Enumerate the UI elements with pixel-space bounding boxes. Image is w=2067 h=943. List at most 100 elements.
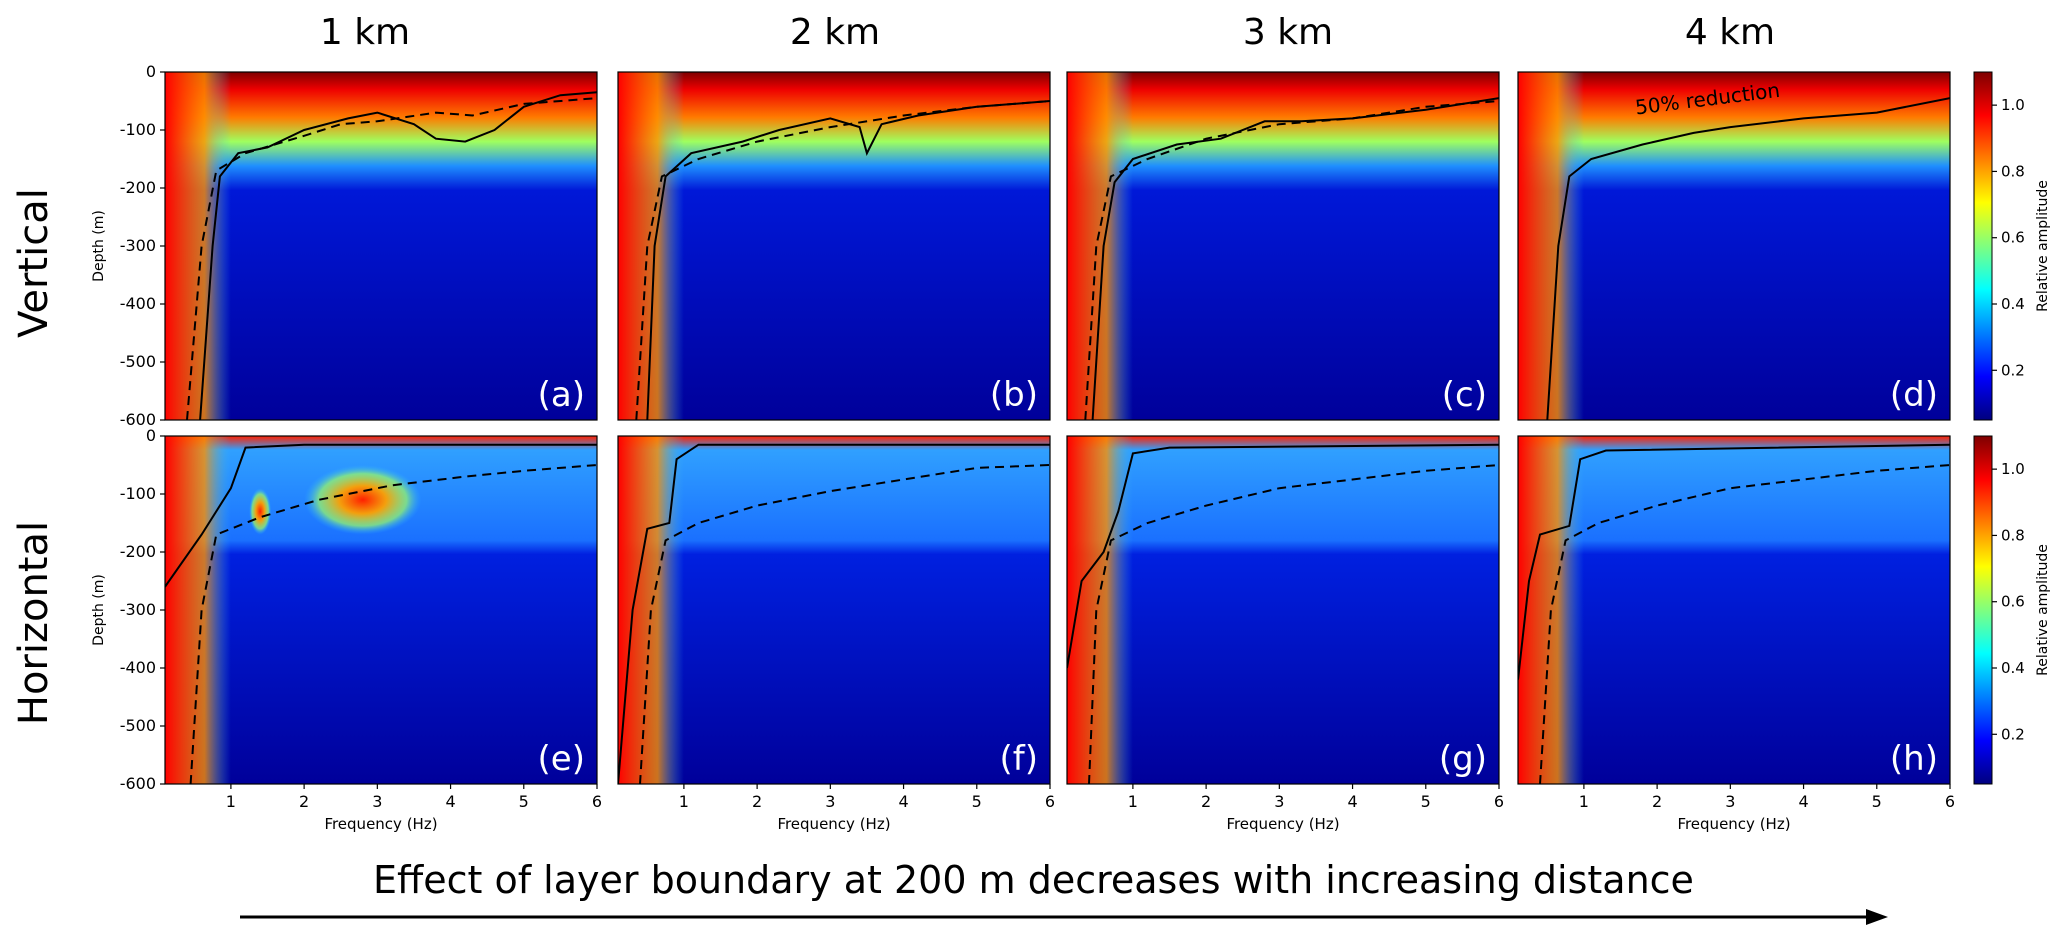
column-title-1: 1 km <box>319 12 411 53</box>
contour-dashed <box>1088 464 1499 784</box>
x-tick-label: 4 <box>898 792 908 811</box>
y-axis-label: Depth (m) <box>91 210 107 282</box>
x-tick-label: 4 <box>445 792 455 811</box>
x-tick-label: 2 <box>299 792 309 811</box>
y-tick-label: -600 <box>120 410 156 429</box>
x-tick-label: 6 <box>1494 792 1504 811</box>
x-tick-label: 5 <box>1872 792 1882 811</box>
high-amplitude-region <box>249 488 272 535</box>
high-amplitude-region <box>304 465 422 535</box>
panel-h: (h) 1 2 3 4 5 6 Frequency (Hz) <box>1517 435 1955 833</box>
x-tick-label: 1 <box>1128 792 1138 811</box>
panel-label: (c) <box>1442 375 1487 415</box>
y-tick-label: -400 <box>120 658 156 677</box>
x-tick-label: 4 <box>1798 792 1808 811</box>
column-title-3: 3 km <box>1242 12 1334 53</box>
x-tick-label: 2 <box>752 792 762 811</box>
x-tick-label: 3 <box>1725 792 1735 811</box>
colorbar-gradient <box>1973 71 1993 421</box>
x-tick-label: 2 <box>1652 792 1662 811</box>
colorbar-vertical: 0.2 0.4 0.6 0.8 1.0 Relative amplitude <box>1973 71 2051 421</box>
low-frequency-band <box>165 436 231 784</box>
contour-solid <box>165 443 597 588</box>
colorbar-label: Relative amplitude <box>2035 180 2051 312</box>
arrow-head <box>1866 909 1888 925</box>
y-tick-label: -300 <box>120 600 156 619</box>
panel-frame <box>617 71 1051 421</box>
x-axis-label: Frequency (Hz) <box>777 815 890 833</box>
x-tick-label: 5 <box>1421 792 1431 811</box>
x-tick-label: 1 <box>1579 792 1589 811</box>
panel-f: (f) 1 2 3 4 5 6 Frequency (Hz) <box>617 435 1055 833</box>
contour-dashed <box>189 464 597 784</box>
y-tick-label: 0 <box>146 426 156 445</box>
x-tick-label: 6 <box>592 792 602 811</box>
x-axis-label: Frequency (Hz) <box>1677 815 1790 833</box>
colorbar-gradient <box>1973 435 1993 785</box>
column-title-2: 2 km <box>789 12 881 53</box>
colorbar-tick-label: 0.4 <box>2001 295 2025 313</box>
panel-label: (a) <box>538 375 585 415</box>
colorbar-tick-label: 0.6 <box>2001 229 2025 247</box>
y-tick-label: -500 <box>120 716 156 735</box>
arrow <box>240 909 1888 925</box>
panel-frame <box>1517 435 1951 785</box>
panel-b: (b) <box>617 71 1051 421</box>
x-tick-label: 4 <box>1347 792 1357 811</box>
colorbar-horizontal: 0.2 0.4 0.6 0.8 1.0 Relative amplitude <box>1973 435 2051 785</box>
y-tick-label: -600 <box>120 774 156 793</box>
y-tick-label: -200 <box>120 178 156 197</box>
contour-solid <box>1518 443 1950 680</box>
panel-frame <box>1066 435 1500 785</box>
contour-dashed <box>186 97 597 420</box>
colorbar-tick-label: 0.6 <box>2001 593 2025 611</box>
heatmap-field <box>1067 436 1499 784</box>
contour-solid <box>646 100 1050 420</box>
x-axis-label: Frequency (Hz) <box>1226 815 1339 833</box>
low-frequency-band <box>1067 72 1133 420</box>
x-tick-label: 6 <box>1945 792 1955 811</box>
low-frequency-band <box>165 72 231 420</box>
panel-frame <box>617 435 1051 785</box>
low-frequency-band <box>618 72 684 420</box>
y-tick-label: -300 <box>120 236 156 255</box>
y-tick-label: -400 <box>120 294 156 313</box>
y-tick-label: -100 <box>120 484 156 503</box>
x-axis-label: Frequency (Hz) <box>324 815 437 833</box>
panel-c: (c) <box>1066 71 1500 421</box>
y-tick-label: -100 <box>120 120 156 139</box>
y-tick-label: -200 <box>120 542 156 561</box>
x-tick-label: 1 <box>226 792 236 811</box>
low-frequency-band <box>1518 436 1584 784</box>
x-tick-label: 1 <box>679 792 689 811</box>
x-tick-label: 3 <box>372 792 382 811</box>
colorbar-label: Relative amplitude <box>2035 544 2051 676</box>
panel-a: (a) 0 -100 -200 -300 -400 -500 -600 Depth (m) <box>91 62 598 429</box>
panel-label: (b) <box>990 375 1038 415</box>
colorbar-tick-label: 0.8 <box>2001 526 2025 544</box>
bottom-caption: Effect of layer boundary at 200 m decrea… <box>373 858 1694 902</box>
colorbar-tick-label: 0.4 <box>2001 659 2025 677</box>
x-tick-label: 3 <box>825 792 835 811</box>
heatmap-field <box>1518 436 1950 784</box>
colorbar-tick-label: 0.2 <box>2001 725 2025 743</box>
x-tick-label: 2 <box>1201 792 1211 811</box>
x-tick-label: 3 <box>1274 792 1284 811</box>
contour-solid <box>1067 443 1499 669</box>
heatmap-field <box>618 436 1050 784</box>
panel-label: (h) <box>1890 739 1938 779</box>
colorbar-tick-label: 0.2 <box>2001 361 2025 379</box>
y-tick-label: -500 <box>120 352 156 371</box>
heatmap-field <box>1518 72 1950 420</box>
contour-dashed <box>635 100 1050 420</box>
contour-solid <box>618 443 1050 784</box>
heatmap-field <box>618 72 1050 420</box>
contour-dashed <box>639 464 1050 784</box>
panel-label: (d) <box>1890 375 1938 415</box>
panel-label: (e) <box>538 739 585 779</box>
panel-d: (d)50% reduction <box>1517 71 1951 421</box>
y-tick-label: 0 <box>146 62 156 81</box>
colorbar-tick-label: 1.0 <box>2001 460 2025 478</box>
x-tick-label: 5 <box>972 792 982 811</box>
heatmap-field <box>1067 72 1499 420</box>
